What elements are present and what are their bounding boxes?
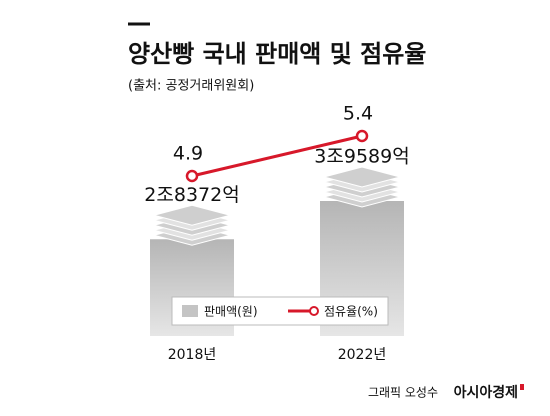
legend-swatch (309, 306, 319, 316)
credit: 그래픽 오성수 (368, 386, 438, 400)
legend-label: 점유율(%) (324, 305, 378, 319)
chart-title: 양산빵 국내 판매액 및 점유율 (128, 40, 426, 68)
x-tick-label: 2018년 (168, 347, 217, 363)
value-label: 4.9 (173, 143, 203, 165)
x-tick-label: 2022년 (338, 347, 387, 363)
value-label: 3조9589억 (314, 146, 409, 168)
money-layer (152, 204, 232, 226)
point (355, 129, 369, 143)
legend-box (171, 296, 389, 326)
money-layer (322, 166, 402, 188)
value-label: 5.4 (343, 103, 373, 125)
source: 아시아경제 (454, 384, 518, 401)
value-label: 2조8372억 (144, 184, 239, 206)
legend-swatch (182, 305, 198, 317)
source-mark (520, 384, 524, 390)
legend-label: 판매액(원) (204, 305, 258, 319)
line (191, 134, 363, 178)
point (185, 169, 199, 183)
subtitle: (출처: 공정거래위원회) (128, 79, 254, 94)
